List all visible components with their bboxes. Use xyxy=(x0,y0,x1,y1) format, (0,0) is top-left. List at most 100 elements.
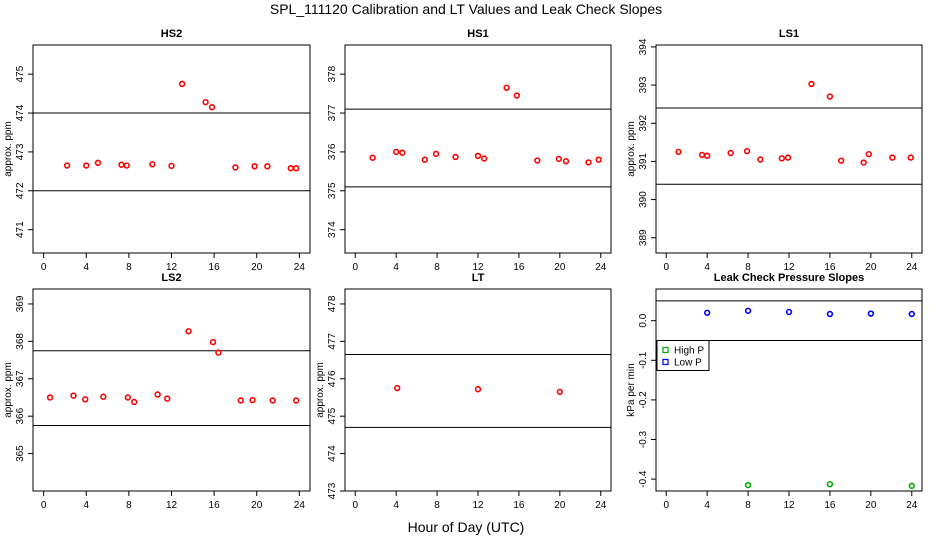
data-point-hs2 xyxy=(118,161,125,168)
y-tick-label: 367 xyxy=(15,370,26,387)
x-tick-label: 12 xyxy=(783,500,795,511)
x-tick-label: 8 xyxy=(126,500,132,511)
x-tick-label: 8 xyxy=(745,262,751,273)
x-tick-label: 0 xyxy=(352,500,358,511)
x-tick-label: 8 xyxy=(126,262,132,273)
data-point-hs1 xyxy=(513,92,521,99)
data-point-hs2 xyxy=(168,162,175,170)
y-tick-label: -0.4 xyxy=(638,470,649,488)
y-tick-label: 377 xyxy=(327,104,338,121)
data-point-hs1 xyxy=(432,150,440,158)
data-point-high-p xyxy=(826,481,834,488)
data-point-hs2 xyxy=(264,163,271,170)
x-tick-label: 20 xyxy=(554,262,566,273)
plot-frame-ls2 xyxy=(32,288,311,492)
data-point-low-p xyxy=(867,310,875,317)
x-tick-label: 0 xyxy=(352,262,358,273)
x-tick-label: 16 xyxy=(209,500,221,511)
x-tick-label: 8 xyxy=(434,500,440,511)
plot-frame-hs1 xyxy=(344,44,612,254)
data-point-ls2 xyxy=(215,349,222,356)
y-tick-label: 390 xyxy=(638,191,649,208)
x-tick-label: 0 xyxy=(41,262,47,273)
legend-marker-low-p xyxy=(662,358,669,366)
x-tick-label: 12 xyxy=(472,262,484,273)
data-point-hs2 xyxy=(251,163,258,170)
plot-frame-leak-check-pressure-slopes xyxy=(655,288,923,492)
x-tick-label: 20 xyxy=(865,500,877,511)
x-tick-label: 16 xyxy=(824,262,836,273)
panel-hs1: HS1 0 4 8 12 16 20 24 374 375 376 377 378 xyxy=(327,28,612,273)
x-tick-label: 12 xyxy=(166,262,178,273)
y-tick-label: 369 xyxy=(15,295,26,312)
y-tick-label: 472 xyxy=(15,182,26,199)
x-tick-label: 16 xyxy=(513,500,525,511)
figure-title: SPL_111120 Calibration and LT Values and… xyxy=(270,1,662,17)
y-tick-label: 475 xyxy=(327,407,338,424)
data-point-ls2 xyxy=(164,395,171,402)
data-point-hs1 xyxy=(474,152,482,160)
y-axis-label-ls1: approx. ppm xyxy=(626,121,637,177)
y-tick-label: 366 xyxy=(15,407,26,424)
data-point-hs2 xyxy=(83,162,90,169)
data-point-hs1 xyxy=(421,156,428,163)
legend-box xyxy=(656,339,710,371)
y-tick-label: 474 xyxy=(327,445,338,462)
x-tick-label: 12 xyxy=(783,262,795,273)
y-tick-label: 378 xyxy=(327,65,338,82)
plot-frame-ls1 xyxy=(655,44,923,254)
x-tick-label: 12 xyxy=(472,500,484,511)
data-point-hs1 xyxy=(534,157,541,164)
x-axis-label: Hour of Day (UTC) xyxy=(408,519,525,535)
x-tick-label: 24 xyxy=(595,500,607,511)
data-point-hs2 xyxy=(287,165,295,172)
y-tick-label: 393 xyxy=(638,76,649,93)
data-point-ls2 xyxy=(124,394,132,401)
data-point-hs2 xyxy=(178,80,186,88)
data-point-hs1 xyxy=(585,159,592,166)
data-point-low-p xyxy=(703,309,711,316)
data-point-ls2 xyxy=(100,393,107,400)
x-tick-label: 20 xyxy=(251,262,263,273)
data-point-ls1 xyxy=(865,150,872,158)
x-tick-label: 16 xyxy=(824,500,836,511)
data-point-ls2 xyxy=(249,396,256,404)
data-point-hs2 xyxy=(149,161,156,168)
data-point-ls2 xyxy=(269,397,276,404)
y-axis-label-leak-check-pressure-slopes: kPa per min xyxy=(626,363,637,416)
y-tick-label: 475 xyxy=(15,65,26,82)
y-tick-label: 376 xyxy=(327,143,338,160)
panel-hs2: HS2 0 4 8 12 16 20 24 471 472 473 474 475 approx. ppm xyxy=(3,28,311,273)
data-point-low-p xyxy=(744,307,752,314)
data-point-ls1 xyxy=(698,151,706,159)
y-tick-label: 473 xyxy=(327,482,338,499)
data-point-hs2 xyxy=(63,162,71,169)
x-tick-label: 20 xyxy=(554,500,566,511)
y-tick-label: 389 xyxy=(638,229,649,246)
legend-marker-high-p xyxy=(662,346,669,354)
x-tick-label: 24 xyxy=(294,262,306,273)
data-point-ls1 xyxy=(778,155,786,162)
data-point-hs1 xyxy=(399,149,406,156)
panel-ls1: LS1 0 4 8 12 16 20 24 389 390 391 392 393 394 approx. … xyxy=(626,28,923,273)
y-tick-label: 375 xyxy=(327,182,338,199)
data-point-hs2 xyxy=(94,159,102,167)
data-point-ls1 xyxy=(757,156,764,163)
data-point-hs1 xyxy=(595,156,602,163)
x-tick-label: 24 xyxy=(294,500,306,511)
data-point-hs1 xyxy=(452,153,459,161)
data-point-ls1 xyxy=(703,152,711,159)
panel-title-hs2: HS2 xyxy=(161,28,182,40)
x-tick-label: 8 xyxy=(434,262,440,273)
y-axis-label-hs2: approx. ppm xyxy=(3,121,14,177)
data-point-lt xyxy=(556,388,564,396)
x-tick-label: 16 xyxy=(513,262,525,273)
x-tick-label: 0 xyxy=(663,262,669,273)
y-tick-label: -0.3 xyxy=(638,430,649,448)
data-point-lt xyxy=(393,384,401,392)
data-point-hs1 xyxy=(555,155,563,163)
data-point-ls2 xyxy=(209,338,217,346)
panel-leak-check-pressure-slopes: Leak Check Pressure Slopes 0 4 8 12 16 20 24 0.0… xyxy=(626,272,923,511)
x-tick-label: 4 xyxy=(83,500,89,511)
